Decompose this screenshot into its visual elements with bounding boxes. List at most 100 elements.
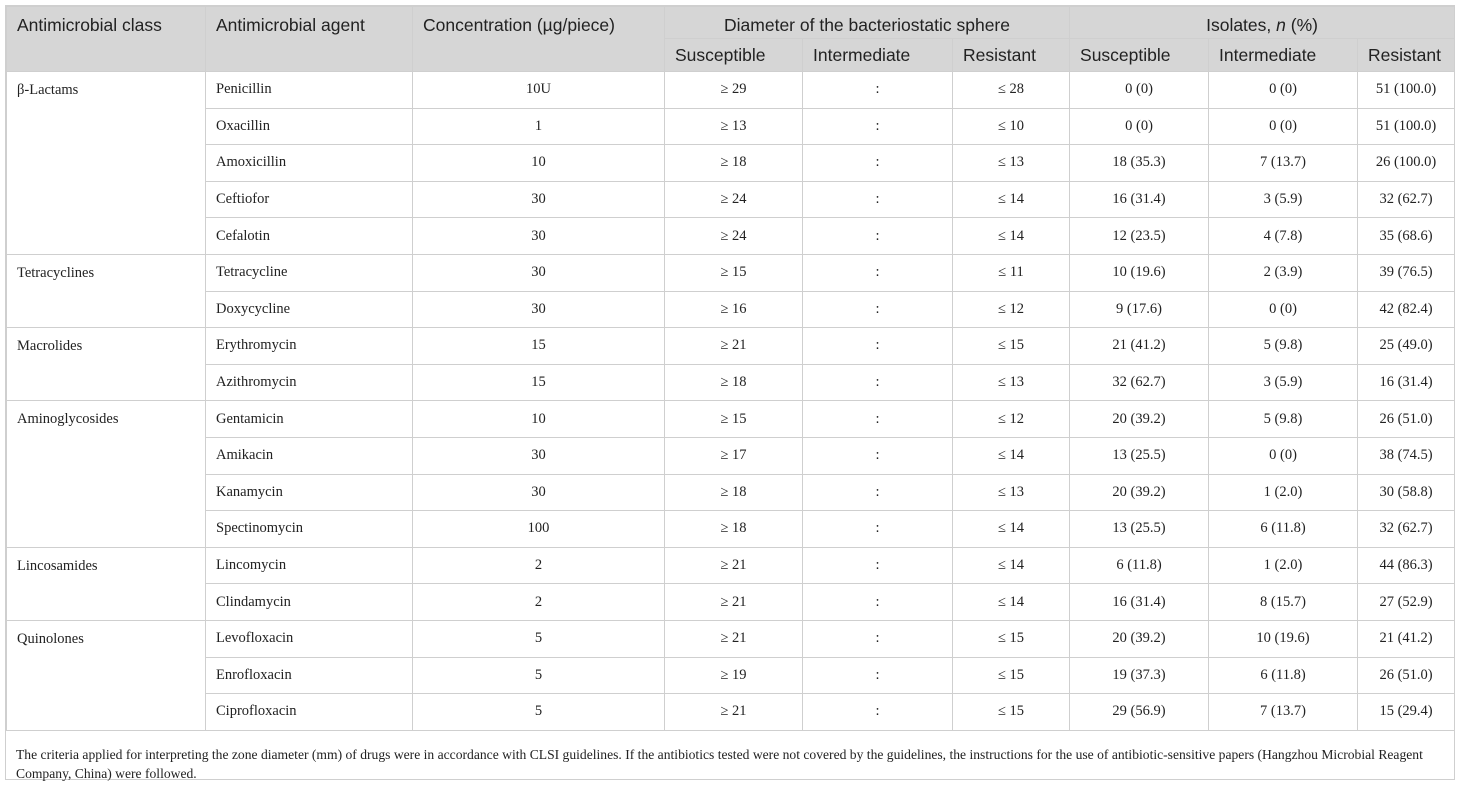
- diameter-intermediate-cell: :: [802, 327, 953, 365]
- table-row: Kanamycin 30 ≥ 18: ≤ 13 20 (39.2) 1 (2.0) 30 (…: [7, 473, 1456, 512]
- table-row: Quinolones Levofloxacin 5 ≥ 21: ≤ 15 20 (39.2…: [6, 619, 1456, 731]
- diameter-susceptible-cell: ≥ 24: [664, 180, 803, 219]
- diameter-intermediate-cell: :: [802, 546, 953, 585]
- isolates-resistant-cell: 38 (74.5): [1357, 436, 1456, 475]
- diameter-resistant-cell: ≤ 15: [951, 327, 1071, 365]
- concentration-cell: 10U: [412, 71, 665, 109]
- diameter-susceptible-cell: ≥ 18: [664, 144, 803, 182]
- table-row: Tetracyclines Tetracycline 30 ≥ 15: ≤ 11 10 (…: [6, 253, 1456, 329]
- class-cell: Aminoglycosides: [6, 400, 206, 548]
- isolates-resistant-cell: 32 (62.7): [1357, 180, 1456, 219]
- diameter-susceptible-cell: ≥ 21: [664, 619, 803, 658]
- diameter-intermediate-cell: :: [802, 693, 953, 731]
- isolates-intermediate-cell: 0 (0): [1208, 71, 1359, 109]
- diameter-susceptible-cell: ≥ 21: [664, 327, 803, 365]
- isolates-resistant-cell: 32 (62.7): [1357, 510, 1456, 548]
- concentration-cell: 15: [412, 327, 665, 365]
- diameter-resistant-cell: ≤ 15: [951, 619, 1071, 658]
- class-cell: Quinolones: [6, 619, 206, 731]
- diameter-intermediate-cell: :: [802, 253, 953, 292]
- agent-cell: Doxycycline: [205, 290, 413, 329]
- agent-cell: Lincomycin: [205, 546, 413, 585]
- isolates-suffix: (%): [1285, 15, 1318, 35]
- diameter-resistant-cell: ≤ 12: [951, 290, 1071, 329]
- header-diameter-intermediate: Intermediate: [802, 38, 953, 72]
- concentration-cell: 5: [412, 656, 665, 695]
- concentration-cell: 15: [412, 363, 665, 402]
- table-row: Enrofloxacin 5 ≥ 19: ≤ 15 19 (37.3) 6 (11.8) 2…: [7, 656, 1456, 695]
- diameter-intermediate-cell: :: [802, 656, 953, 695]
- header-isolates-intermediate: Intermediate: [1208, 38, 1359, 72]
- isolates-resistant-cell: 25 (49.0): [1357, 327, 1456, 365]
- diameter-intermediate-cell: :: [802, 363, 953, 402]
- isolates-intermediate-cell: 0 (0): [1208, 290, 1359, 329]
- diameter-susceptible-cell: ≥ 21: [664, 546, 803, 585]
- table-row: Spectinomycin 100 ≥ 18: ≤ 14 13 (25.5) 6 (11.…: [7, 510, 1456, 548]
- isolates-resistant-cell: 26 (51.0): [1357, 656, 1456, 695]
- agent-cell: Tetracycline: [205, 253, 413, 292]
- isolates-susceptible-cell: 0 (0): [1069, 71, 1210, 109]
- diameter-intermediate-cell: :: [802, 290, 953, 329]
- agent-cell: Levofloxacin: [205, 619, 413, 658]
- isolates-intermediate-cell: 6 (11.8): [1208, 510, 1359, 548]
- diameter-susceptible-cell: ≥ 18: [664, 510, 803, 548]
- diameter-susceptible-cell: ≥ 19: [664, 656, 803, 695]
- diameter-susceptible-cell: ≥ 16: [664, 290, 803, 329]
- concentration-cell: 2: [412, 583, 665, 621]
- concentration-cell: 30: [412, 436, 665, 475]
- isolates-intermediate-cell: 4 (7.8): [1208, 217, 1359, 255]
- header-concentration: Concentration (µg/piece): [412, 6, 665, 72]
- diameter-susceptible-cell: ≥ 24: [664, 217, 803, 255]
- diameter-susceptible-cell: ≥ 15: [664, 253, 803, 292]
- diameter-susceptible-cell: ≥ 13: [664, 107, 803, 146]
- isolates-susceptible-cell: 19 (37.3): [1069, 656, 1210, 695]
- isolates-intermediate-cell: 3 (5.9): [1208, 180, 1359, 219]
- isolates-intermediate-cell: 0 (0): [1208, 107, 1359, 146]
- class-cell: Tetracyclines: [6, 253, 206, 329]
- concentration-cell: 5: [412, 693, 665, 731]
- diameter-susceptible-cell: ≥ 17: [664, 436, 803, 475]
- header-isolates-resistant: Resistant: [1357, 38, 1456, 72]
- diameter-resistant-cell: ≤ 28: [951, 71, 1071, 109]
- diameter-susceptible-cell: ≥ 21: [664, 583, 803, 621]
- isolates-susceptible-cell: 20 (39.2): [1069, 619, 1210, 658]
- diameter-resistant-cell: ≤ 10: [951, 107, 1071, 146]
- agent-cell: Azithromycin: [205, 363, 413, 402]
- isolates-susceptible-cell: 16 (31.4): [1069, 583, 1210, 621]
- concentration-cell: 30: [412, 253, 665, 292]
- isolates-resistant-cell: 16 (31.4): [1357, 363, 1456, 402]
- class-cell: Macrolides: [6, 327, 206, 402]
- diameter-intermediate-cell: :: [802, 473, 953, 512]
- diameter-resistant-cell: ≤ 14: [951, 546, 1071, 585]
- table-row: Ciprofloxacin 5 ≥ 21: ≤ 15 29 (56.9) 7 (13.7)…: [7, 693, 1456, 731]
- isolates-resistant-cell: 44 (86.3): [1357, 546, 1456, 585]
- diameter-intermediate-cell: :: [802, 71, 953, 109]
- isolates-resistant-cell: 42 (82.4): [1357, 290, 1456, 329]
- diameter-resistant-cell: ≤ 11: [951, 253, 1071, 292]
- header-antimicrobial-agent: Antimicrobial agent: [205, 6, 413, 72]
- table-row: Amoxicillin 10 ≥ 18: ≤ 13 18 (35.3) 7 (13.7) 2…: [7, 144, 1456, 182]
- isolates-intermediate-cell: 10 (19.6): [1208, 619, 1359, 658]
- diameter-resistant-cell: ≤ 14: [951, 436, 1071, 475]
- isolates-intermediate-cell: 1 (2.0): [1208, 546, 1359, 585]
- table-header: Antimicrobial class Antimicrobial agent …: [6, 6, 1456, 72]
- isolates-resistant-cell: 51 (100.0): [1357, 71, 1456, 109]
- diameter-resistant-cell: ≤ 14: [951, 510, 1071, 548]
- table-body: β-Lactams Penicillin 10U ≥ 29: ≤ 28 0 (0) 0 (0…: [6, 71, 1456, 731]
- isolates-intermediate-cell: 5 (9.8): [1208, 327, 1359, 365]
- agent-cell: Spectinomycin: [205, 510, 413, 548]
- agent-cell: Clindamycin: [205, 583, 413, 621]
- diameter-intermediate-cell: :: [802, 180, 953, 219]
- isolates-intermediate-cell: 5 (9.8): [1208, 400, 1359, 438]
- header-diameter-group: Diameter of the bacteriostatic sphere: [663, 6, 1071, 39]
- isolates-n: n: [1276, 15, 1286, 35]
- isolates-resistant-cell: 21 (41.2): [1357, 619, 1456, 658]
- isolates-intermediate-cell: 6 (11.8): [1208, 656, 1359, 695]
- agent-cell: Kanamycin: [205, 473, 413, 512]
- agent-cell: Cefalotin: [205, 217, 413, 255]
- table-row: β-Lactams Penicillin 10U ≥ 29: ≤ 28 0 (0) 0 (0…: [6, 71, 1456, 255]
- isolates-intermediate-cell: 7 (13.7): [1208, 144, 1359, 182]
- diameter-susceptible-cell: ≥ 18: [664, 473, 803, 512]
- header-diameter-resistant: Resistant: [951, 38, 1071, 72]
- diameter-resistant-cell: ≤ 13: [951, 144, 1071, 182]
